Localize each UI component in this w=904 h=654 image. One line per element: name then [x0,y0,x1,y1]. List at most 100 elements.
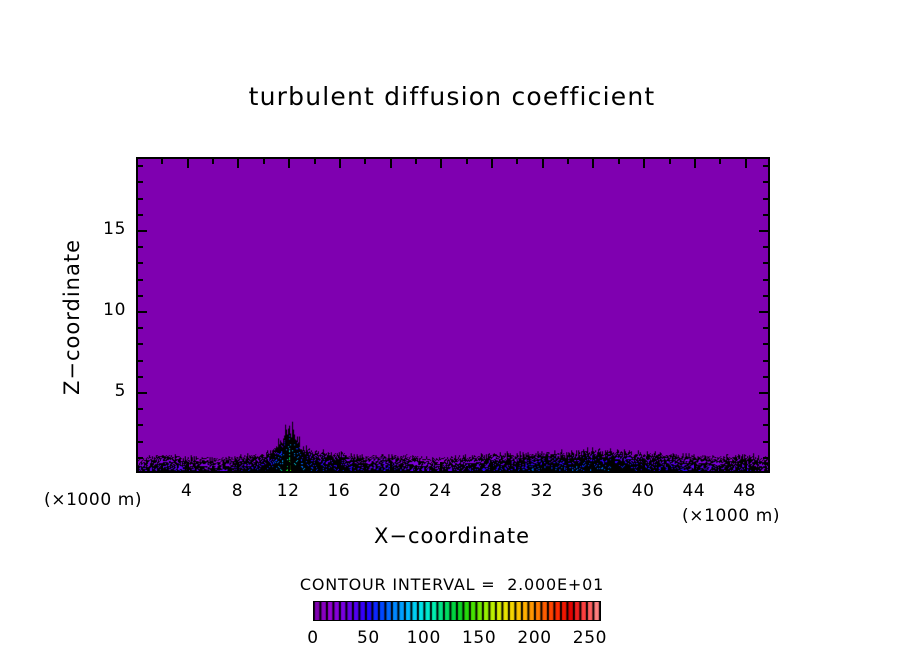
x-tick-top [288,159,290,168]
x-tick-top [694,159,696,168]
y-tick-left [138,408,143,410]
y-tick-label: 5 [114,380,126,401]
y-tick-left [138,165,143,167]
y-tick-right [763,262,768,264]
x-tick-bottom [745,462,747,471]
y-tick-left [138,181,143,183]
x-tick-top [390,159,392,168]
x-tick-top [339,159,341,168]
y-tick-left [138,327,143,329]
y-tick-right [763,424,768,426]
y-tick-right [759,392,768,394]
y-tick-right [763,360,768,362]
y-tick-right [763,279,768,281]
y-tick-left [138,295,143,297]
y-axis-title: Z−coordinate [60,239,84,395]
colorbar-caption: CONTOUR INTERVAL = 2.000E+01 [299,575,605,594]
x-tick-label: 8 [231,481,244,501]
x-tick-label: 20 [378,481,402,501]
x-tick-bottom [491,462,493,471]
colorbar-gradient [314,602,600,620]
x-tick-bottom [542,462,544,471]
y-tick-left [138,392,147,394]
y-tick-left [138,457,143,459]
x-tick-bottom [516,466,518,471]
x-tick-label: 4 [181,481,193,501]
x-tick-bottom [288,462,290,471]
y-tick-label: 10 [103,299,126,320]
x-tick-top [592,159,594,168]
contour-field [138,159,768,471]
x-tick-label: 32 [530,481,554,501]
y-tick-right [763,165,768,167]
x-tick-label: 40 [631,481,655,501]
colorbar-tick-label: 250 [572,628,608,648]
x-tick-top [745,159,747,168]
y-tick-left [138,311,147,313]
x-tick-top [440,159,442,168]
y-tick-left [138,198,143,200]
x-tick-bottom [212,466,214,471]
x-tick-bottom [237,462,239,471]
y-tick-left [138,376,143,378]
x-tick-bottom [466,466,468,471]
y-tick-right [763,181,768,183]
colorbar-tick-label: 50 [356,628,380,648]
x-tick-bottom [618,466,620,471]
x-tick-bottom [719,466,721,471]
x-tick-label: 36 [581,481,604,501]
x-tick-top [567,159,569,164]
x-tick-label: 28 [479,481,503,501]
x-tick-top [187,159,189,168]
y-tick-right [763,214,768,216]
colorbar-tick-label: 0 [307,628,319,648]
colorbar-tick-label: 150 [462,628,497,648]
x-tick-top [415,159,417,164]
y-tick-right [763,295,768,297]
x-tick-bottom [643,462,645,471]
y-tick-left [138,441,143,443]
y-tick-right [763,376,768,378]
x-tick-bottom [669,466,671,471]
y-tick-left [138,230,147,232]
x-axis-title: X−coordinate [374,524,530,548]
x-tick-bottom [187,462,189,471]
x-tick-label: 16 [327,481,351,501]
y-tick-right [763,327,768,329]
y-tick-right [763,343,768,345]
y-tick-left [138,246,143,248]
x-tick-bottom [694,462,696,471]
x-tick-top [212,159,214,164]
x-tick-label: 24 [428,481,452,501]
y-tick-right [763,246,768,248]
colorbar-tick-label: 100 [406,628,441,648]
x-tick-top [466,159,468,164]
y-tick-left [138,424,143,426]
x-tick-bottom [161,466,163,471]
x-tick-bottom [567,466,569,471]
colorbar[interactable] [313,601,601,621]
x-tick-top [618,159,620,164]
x-axis-unit-right: (×1000 m) [682,506,781,526]
y-tick-left [138,343,143,345]
x-tick-top [161,159,163,164]
y-tick-right [763,441,768,443]
x-tick-top [669,159,671,164]
x-tick-label: 48 [733,481,757,501]
x-tick-bottom [364,466,366,471]
y-tick-right [759,311,768,313]
x-tick-top [491,159,493,168]
y-tick-left [138,279,143,281]
x-tick-bottom [415,466,417,471]
x-tick-bottom [339,462,341,471]
x-tick-label: 12 [276,481,300,501]
x-tick-top [542,159,544,168]
x-tick-top [364,159,366,164]
x-tick-label: 44 [682,481,706,501]
x-axis-unit-left: (×1000 m) [44,490,143,510]
x-tick-top [516,159,518,164]
colorbar-tick-label: 200 [517,628,552,648]
plot-area[interactable] [136,157,770,473]
x-tick-top [314,159,316,164]
